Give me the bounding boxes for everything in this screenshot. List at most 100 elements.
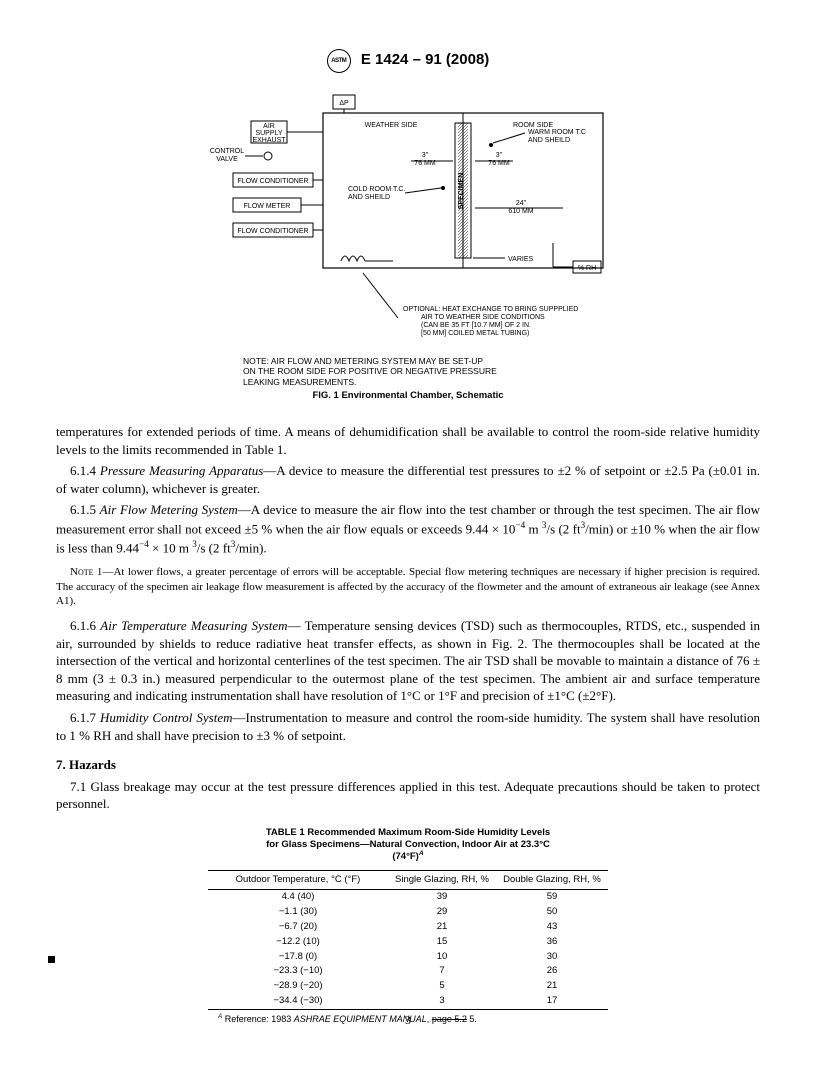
svg-text:AIR: AIR (263, 123, 275, 130)
table-cell: 4.4 (40) (208, 890, 388, 905)
t615f: /s (2 ft (197, 540, 231, 555)
table-cell: 39 (388, 890, 496, 905)
table-row: 4.4 (40)3959 (208, 890, 608, 905)
table-cell: −23.3 (−10) (208, 964, 388, 979)
table-row: −17.8 (0)1030 (208, 950, 608, 965)
svg-text:3": 3" (496, 152, 503, 159)
table-cell: 17 (496, 994, 608, 1009)
svg-text:3": 3" (422, 152, 429, 159)
paragraph-6-1-6: 6.1.6 Air Temperature Measuring System— … (56, 617, 760, 705)
figure-1-caption: FIG. 1 Environmental Chamber, Schematic (56, 390, 760, 403)
svg-text:SPECIMEN: SPECIMEN (458, 173, 465, 210)
svg-text:24": 24" (516, 200, 527, 207)
table-cell: −17.8 (0) (208, 950, 388, 965)
table-1-title: TABLE 1 Recommended Maximum Room-Side Hu… (228, 827, 588, 864)
table-row: −28.9 (−20)521 (208, 979, 608, 994)
humidity-table: Outdoor Temperature, °C (°F) Single Glaz… (208, 870, 608, 1010)
paragraph-6-1-4: 6.1.4 Pressure Measuring Apparatus—A dev… (56, 462, 760, 497)
table-cell: 15 (388, 935, 496, 950)
table-cell: 59 (496, 890, 608, 905)
sec-title-615: Air Flow Metering System (100, 502, 238, 517)
svg-text:COLD ROOM T.C.: COLD ROOM T.C. (348, 186, 405, 193)
table-cell: 5 (388, 979, 496, 994)
svg-text:AIR TO WEATHER SIDE CONDITIONS: AIR TO WEATHER SIDE CONDITIONS (421, 314, 545, 321)
tt1: TABLE 1 Recommended Maximum Room-Side Hu… (266, 827, 550, 838)
table-cell: −34.4 (−30) (208, 994, 388, 1009)
table-cell: 21 (496, 979, 608, 994)
table-cell: 43 (496, 920, 608, 935)
col-header-single-glazing: Single Glazing, RH, % (388, 870, 496, 890)
paragraph-6-1-7: 6.1.7 Humidity Control System—Instrument… (56, 709, 760, 744)
svg-text:CONTROL: CONTROL (210, 148, 244, 155)
table-cell: −6.7 (20) (208, 920, 388, 935)
table-row: −12.2 (10)1536 (208, 935, 608, 950)
astm-logo: ASTM (327, 48, 351, 73)
svg-text:(CAN BE 35 FT [10.7 MM] OF 2 I: (CAN BE 35 FT [10.7 MM] OF 2 IN. (421, 322, 531, 329)
svg-text:WEATHER SIDE: WEATHER SIDE (365, 122, 418, 129)
sec-title-616: Air Temperature Measuring System (100, 618, 287, 633)
table-row: −34.4 (−30)317 (208, 994, 608, 1009)
t615b: m (525, 521, 542, 536)
svg-text:WARM ROOM T.C: WARM ROOM T.C (528, 129, 586, 136)
svg-text:ΔP: ΔP (339, 100, 349, 107)
paragraph-intro: temperatures for extended periods of tim… (56, 423, 760, 458)
svg-text:% RH: % RH (578, 265, 596, 272)
svg-text:OPTIONAL: HEAT EXCHANGE TO BRI: OPTIONAL: HEAT EXCHANGE TO BRING SUPPPLI… (403, 306, 578, 313)
tt2: for Glass Specimens—Natural Convection, … (266, 839, 550, 850)
table-row: −1.1 (30)2950 (208, 905, 608, 920)
note-1: Note 1—At lower flows, a greater percent… (56, 565, 760, 610)
page-header: ASTM E 1424 – 91 (2008) (56, 48, 760, 73)
table-cell: 50 (496, 905, 608, 920)
table-cell: 36 (496, 935, 608, 950)
svg-text:AND SHEILD: AND SHEILD (528, 137, 570, 144)
table-cell: −12.2 (10) (208, 935, 388, 950)
table-row: −23.3 (−10)726 (208, 964, 608, 979)
svg-text:VALVE: VALVE (216, 156, 238, 163)
col-header-double-glazing: Double Glazing, RH, % (496, 870, 608, 890)
svg-text:SUPPLY: SUPPLY (255, 130, 282, 137)
table-row: −6.7 (20)2143 (208, 920, 608, 935)
svg-text:VARIES: VARIES (508, 256, 533, 263)
sec-num-615: 6.1.5 (70, 502, 100, 517)
sec-title-617: Humidity Control System (100, 710, 232, 725)
figure-1-container: SPECIMEN ΔP AIR SUPPLY EXHAUST CONTROL V… (56, 83, 760, 403)
table-cell: 3 (388, 994, 496, 1009)
designation-number: E 1424 – 91 (2008) (361, 50, 489, 70)
t615e: × 10 m (149, 540, 192, 555)
paragraph-6-1-5: 6.1.5 Air Flow Metering System—A device … (56, 501, 760, 556)
sec-num-614: 6.1.4 (70, 463, 100, 478)
table-1: TABLE 1 Recommended Maximum Room-Side Hu… (208, 827, 608, 1025)
svg-text:FLOW CONDITIONER: FLOW CONDITIONER (237, 228, 308, 235)
t615e1: −4 (515, 520, 525, 530)
sec-title-614: Pressure Measuring Apparatus (100, 463, 263, 478)
table-cell: 7 (388, 964, 496, 979)
table-cell: 29 (388, 905, 496, 920)
environmental-chamber-diagram: SPECIMEN ΔP AIR SUPPLY EXHAUST CONTROL V… (193, 83, 623, 343)
svg-text:[50 MM] COILED METAL TUBING): [50 MM] COILED METAL TUBING) (421, 330, 529, 337)
paragraph-7-1: 7.1 Glass breakage may occur at the test… (56, 778, 760, 813)
table-cell: −1.1 (30) (208, 905, 388, 920)
section-7-heading: 7. Hazards (56, 756, 760, 774)
table-cell: 30 (496, 950, 608, 965)
table-cell: 26 (496, 964, 608, 979)
change-marker (48, 956, 55, 963)
t615g: /min). (235, 540, 266, 555)
svg-text:AND SHEILD: AND SHEILD (348, 194, 390, 201)
note1-text: —At lower flows, a greater percentage of… (56, 566, 760, 608)
tt3: (74°F) (392, 852, 419, 863)
table-cell: 10 (388, 950, 496, 965)
svg-text:610 MM: 610 MM (508, 208, 533, 215)
tt-sup: A (419, 850, 424, 857)
t615e4: −4 (139, 539, 149, 549)
page-number: 3 (0, 1012, 816, 1028)
note1-label: Note 1 (70, 566, 102, 578)
svg-text:EXHAUST: EXHAUST (252, 137, 286, 144)
table-cell: 21 (388, 920, 496, 935)
sec-num-617: 6.1.7 (70, 710, 100, 725)
t615c: /s (2 ft (546, 521, 580, 536)
svg-text:FLOW CONDITIONER: FLOW CONDITIONER (237, 178, 308, 185)
sec-num-616: 6.1.6 (70, 618, 100, 633)
figure-1-note: NOTE: AIR FLOW AND METERING SYSTEM MAY B… (243, 356, 573, 388)
svg-text:FLOW METER: FLOW METER (244, 203, 291, 210)
svg-text:ROOM SIDE: ROOM SIDE (513, 122, 553, 129)
